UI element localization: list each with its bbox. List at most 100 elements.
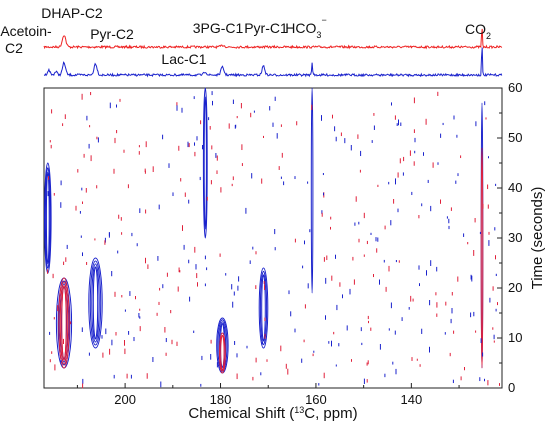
noise-mark bbox=[269, 106, 271, 111]
noise-mark bbox=[82, 201, 83, 204]
noise-mark bbox=[453, 330, 455, 334]
noise-mark bbox=[377, 184, 379, 187]
noise-mark bbox=[335, 136, 337, 142]
contour-peak bbox=[45, 171, 50, 265]
noise-mark bbox=[413, 161, 415, 166]
noise-mark bbox=[328, 341, 330, 344]
contour-peak bbox=[258, 267, 269, 349]
noise-mark bbox=[354, 222, 356, 226]
noise-mark bbox=[492, 327, 494, 330]
noise-mark bbox=[366, 240, 368, 245]
noise-mark bbox=[144, 168, 146, 172]
noise-mark bbox=[53, 193, 55, 196]
noise-mark bbox=[184, 192, 186, 197]
noise-mark bbox=[49, 140, 51, 143]
noise-mark bbox=[440, 199, 441, 204]
noise-mark bbox=[211, 91, 213, 96]
noise-mark bbox=[397, 172, 399, 178]
noise-mark bbox=[383, 259, 385, 263]
noise-mark bbox=[307, 181, 309, 184]
noise-mark bbox=[241, 144, 243, 151]
contour-peak bbox=[217, 319, 228, 372]
noise-mark bbox=[202, 145, 203, 150]
peak-label: Acetoin- bbox=[0, 23, 52, 39]
noise-mark bbox=[432, 162, 434, 168]
noise-mark bbox=[471, 275, 473, 282]
noise-mark bbox=[97, 137, 99, 143]
noise-mark bbox=[421, 328, 423, 334]
noise-mark bbox=[493, 334, 495, 340]
noise-mark bbox=[430, 205, 432, 212]
peak-label: Lac-C1 bbox=[161, 51, 206, 67]
noise-mark bbox=[363, 378, 365, 384]
noise-mark bbox=[82, 378, 84, 384]
noise-mark bbox=[339, 282, 341, 287]
noise-mark bbox=[179, 270, 181, 273]
noise-mark bbox=[435, 292, 437, 296]
noise-mark bbox=[321, 210, 323, 215]
noise-mark bbox=[255, 357, 257, 363]
noise-mark bbox=[395, 368, 397, 375]
noise-mark bbox=[350, 145, 352, 151]
noise-mark bbox=[363, 254, 365, 257]
noise-mark bbox=[408, 307, 410, 310]
contour-peak bbox=[202, 87, 208, 239]
noise-mark bbox=[111, 271, 113, 277]
noise-mark bbox=[81, 327, 83, 332]
noise-mark bbox=[457, 276, 459, 282]
noise-mark bbox=[296, 121, 298, 126]
noise-mark bbox=[304, 304, 306, 309]
noise-mark bbox=[124, 340, 125, 346]
noise-mark bbox=[373, 274, 374, 278]
noise-mark bbox=[165, 352, 167, 356]
noise-mark bbox=[177, 286, 179, 292]
noise-mark bbox=[456, 134, 458, 138]
noise-mark bbox=[358, 238, 360, 243]
noise-mark bbox=[436, 313, 438, 317]
noise-mark bbox=[116, 104, 117, 108]
noise-mark bbox=[147, 264, 149, 269]
noise-mark bbox=[393, 199, 395, 204]
noise-mark bbox=[60, 359, 62, 363]
noise-mark bbox=[49, 331, 51, 335]
noise-mark bbox=[189, 296, 191, 302]
noise-mark bbox=[168, 163, 170, 168]
noise-mark bbox=[379, 279, 380, 285]
y-axis-label: Time (seconds) bbox=[529, 187, 546, 290]
noise-mark bbox=[373, 125, 375, 130]
noise-mark bbox=[436, 266, 438, 272]
noise-mark bbox=[113, 374, 115, 379]
noise-mark bbox=[102, 352, 104, 358]
noise-mark bbox=[426, 270, 427, 276]
noise-mark bbox=[333, 331, 335, 335]
peak-label: HCO3− bbox=[285, 15, 326, 40]
noise-mark bbox=[131, 232, 133, 237]
noise-mark bbox=[494, 227, 496, 231]
noise-mark bbox=[75, 205, 77, 211]
noise-mark bbox=[162, 134, 164, 140]
noise-mark bbox=[429, 346, 430, 353]
noise-mark bbox=[86, 115, 88, 121]
noise-mark bbox=[419, 364, 421, 367]
noise-mark bbox=[216, 362, 218, 368]
noise-mark bbox=[210, 339, 212, 344]
noise-mark bbox=[414, 137, 416, 143]
noise-mark bbox=[446, 216, 448, 219]
noise-mark bbox=[212, 100, 213, 106]
noise-mark bbox=[264, 284, 265, 290]
noise-mark bbox=[231, 183, 233, 187]
noise-mark bbox=[210, 354, 212, 360]
noise-mark bbox=[460, 155, 462, 159]
noise-mark bbox=[427, 179, 429, 183]
noise-mark bbox=[394, 330, 396, 335]
noise-mark bbox=[436, 302, 438, 308]
noise-mark bbox=[285, 363, 287, 369]
noise-mark bbox=[274, 96, 276, 101]
noise-mark bbox=[94, 238, 96, 241]
noise-mark bbox=[361, 342, 363, 346]
noise-mark bbox=[197, 282, 198, 287]
noise-mark bbox=[401, 317, 403, 322]
noise-mark bbox=[475, 330, 477, 333]
noise-mark bbox=[384, 373, 386, 378]
noise-mark bbox=[294, 176, 296, 180]
